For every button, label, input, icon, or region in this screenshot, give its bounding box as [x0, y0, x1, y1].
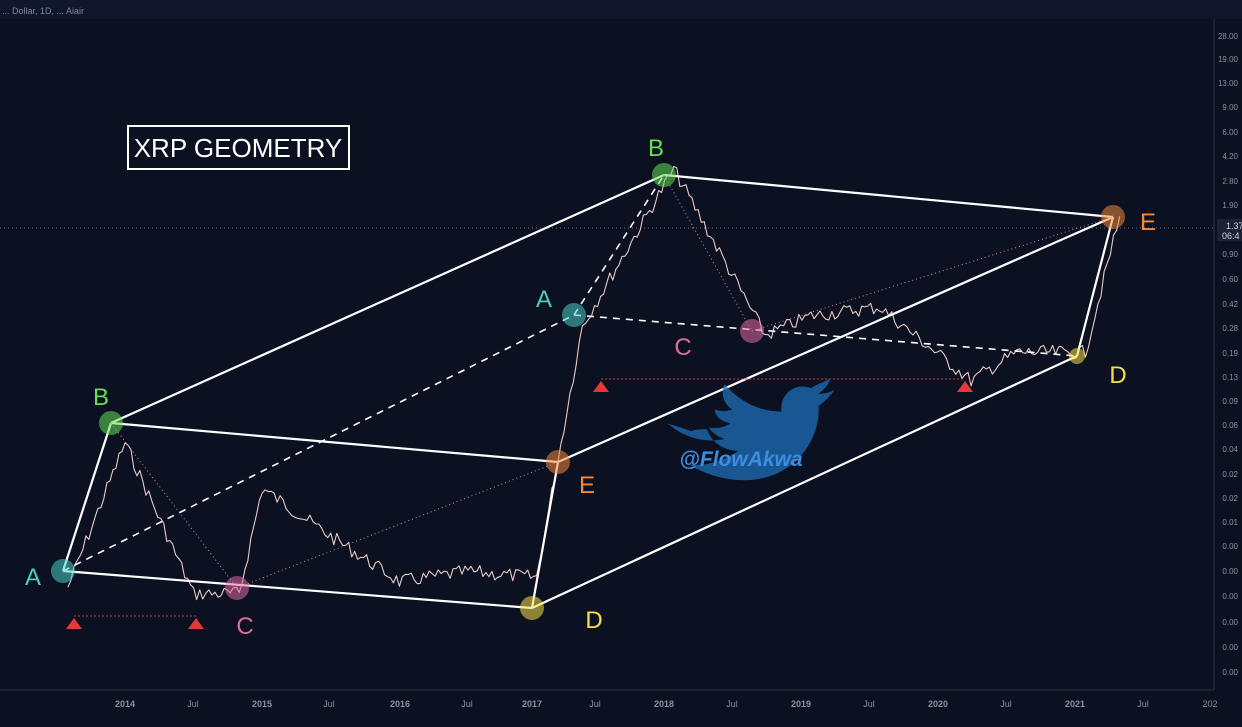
pattern-node-e: [1101, 205, 1125, 229]
countdown-value: 06:4: [1222, 231, 1240, 241]
edge-b2-e2: [663, 173, 1114, 219]
time-tick-label: 2021: [1065, 699, 1085, 709]
current-price-value: 1.37: [1226, 221, 1242, 231]
support-triangle-marker: [593, 381, 609, 392]
edge-a2-b2: [573, 174, 665, 316]
time-tick-label: 2020: [928, 699, 948, 709]
symbol-line: ... Dollar, 1D, ... Aiair: [2, 6, 84, 16]
pattern-label-b: B: [93, 384, 109, 411]
edge-a2-d2: [573, 314, 1078, 357]
price-tick-label: 0.00: [1222, 668, 1238, 677]
edge-d1-d2: [531, 355, 1078, 609]
price-tick-label: 13.00: [1218, 79, 1239, 88]
price-tick-label: 0.04: [1222, 445, 1238, 454]
price-tick-label: 0.00: [1222, 643, 1238, 652]
pattern-node-c: [740, 319, 764, 343]
price-tick-label: 0.19: [1222, 349, 1238, 358]
price-tick-label: 0.06: [1222, 421, 1238, 430]
price-tick-label: 0.90: [1222, 250, 1238, 259]
price-tick-label: 0.00: [1222, 567, 1238, 576]
price-line: [67, 165, 1121, 601]
edge-b1-b2: [110, 173, 665, 425]
time-tick-label: Jul: [1137, 699, 1149, 709]
price-tick-label: 0.28: [1222, 324, 1238, 333]
pattern-node-b: [99, 411, 123, 435]
pattern-label-e: E: [579, 472, 595, 499]
pattern-node-b: [652, 163, 676, 187]
edge-b1-e1: [110, 421, 559, 464]
edge-e1-e2: [557, 215, 1114, 464]
price-tick-label: 0.00: [1222, 592, 1238, 601]
top-bar: [0, 0, 1242, 19]
price-tick-label: 9.00: [1222, 103, 1238, 112]
edge-a1-a2: [62, 314, 575, 572]
geometry-drawing: [61, 173, 1115, 617]
time-tick-label: 2018: [654, 699, 674, 709]
pattern-marks: A B C D E A B C D E: [25, 135, 1156, 640]
price-tick-label: 2.80: [1222, 177, 1238, 186]
axes: 28.0019.0013.009.006.004.202.801.901.300…: [115, 32, 1239, 709]
time-tick-label: Jul: [187, 699, 199, 709]
chart-title: XRP GEOMETRY: [134, 133, 343, 163]
edge-a1-d1: [62, 569, 533, 610]
price-tick-label: 19.00: [1218, 55, 1239, 64]
title-box: [127, 125, 350, 170]
time-tick-label: Jul: [323, 699, 335, 709]
twitter-bird-icon: [667, 378, 835, 481]
pattern-label-d: D: [1109, 362, 1126, 389]
time-tick-label: Jul: [726, 699, 738, 709]
support-triangle-marker: [188, 618, 204, 629]
time-tick-label: Jul: [1000, 699, 1012, 709]
trace-c2-e2: [751, 216, 1114, 332]
pattern-label-d: D: [585, 607, 602, 634]
support-triangle-marker: [957, 381, 973, 392]
pattern-node-e: [546, 450, 570, 474]
pattern-label-e: E: [1140, 209, 1156, 236]
edge-a1-b1: [61, 422, 113, 572]
support-triangle-marker: [66, 618, 82, 629]
trace-c1-e1: [236, 461, 559, 589]
pattern-label-a: A: [25, 564, 41, 591]
time-tick-label: 2016: [390, 699, 410, 709]
price-tick-label: 0.13: [1222, 373, 1238, 382]
price-tick-label: 28.00: [1218, 32, 1239, 41]
pattern-node-c: [225, 576, 249, 600]
time-tick-label: Jul: [863, 699, 875, 709]
time-tick-label: 2017: [522, 699, 542, 709]
current-price-tag: [1217, 219, 1242, 241]
price-tick-label: 0.09: [1222, 397, 1238, 406]
pattern-label-b: B: [648, 135, 664, 162]
time-tick-label: 2015: [252, 699, 272, 709]
price-tick-label: 0.02: [1222, 470, 1238, 479]
price-tick-label: 0.00: [1222, 542, 1238, 551]
pattern-label-c: C: [674, 334, 691, 361]
price-series: [67, 165, 1121, 601]
price-tick-label: 1.90: [1222, 201, 1238, 210]
price-tick-label: 0.02: [1222, 494, 1238, 503]
twitter-handle: @FlowAkwa: [679, 448, 802, 471]
price-tick-label: 0.01: [1222, 518, 1238, 527]
time-tick-label: 202: [1202, 699, 1217, 709]
pattern-label-a: A: [536, 286, 552, 313]
time-tick-label: 2019: [791, 699, 811, 709]
pattern-label-c: C: [236, 613, 253, 640]
price-tick-label: 0.60: [1222, 275, 1238, 284]
time-tick-label: Jul: [461, 699, 473, 709]
time-tick-label: Jul: [589, 699, 601, 709]
price-tick-label: 0.00: [1222, 618, 1238, 627]
pattern-node-d: [520, 596, 544, 620]
price-tick-label: 0.42: [1222, 300, 1238, 309]
time-tick-label: 2014: [115, 699, 135, 709]
trace-b2-c2: [663, 174, 753, 332]
edge-d1-e1: [530, 461, 560, 609]
pattern-node-d: [1069, 348, 1085, 364]
price-tick-label: 6.00: [1222, 128, 1238, 137]
price-tick-label: 4.20: [1222, 152, 1238, 161]
edge-d2-e2: [1075, 216, 1115, 357]
pattern-node-a: [51, 559, 75, 583]
pattern-node-a: [562, 303, 586, 327]
